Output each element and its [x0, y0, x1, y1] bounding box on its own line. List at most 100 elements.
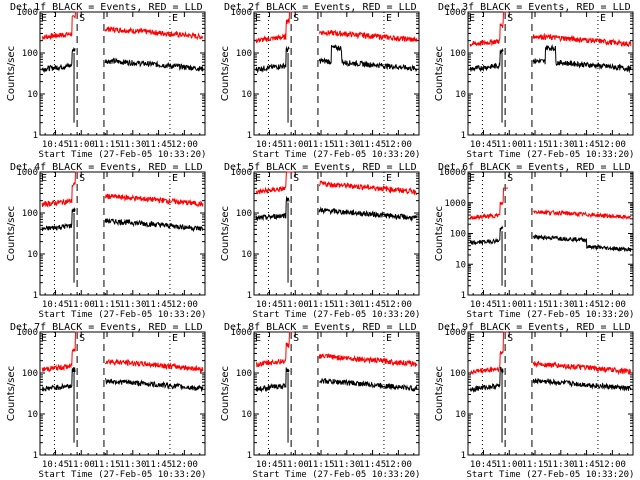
x-tick-label: 10:45 — [470, 140, 497, 150]
lld-series-line — [469, 11, 632, 48]
x-axis-label: Start Time (27-Feb-05 10:33:20) — [467, 150, 635, 160]
x-tick-label: 11:45 — [359, 300, 386, 310]
marker-e-start: E — [469, 333, 475, 344]
y-tick-label: 100 — [22, 49, 38, 59]
y-tick-label: 1000 — [444, 8, 466, 18]
marker-e-end: E — [386, 13, 392, 24]
plot-frame — [39, 331, 206, 456]
lld-series-line — [255, 171, 418, 196]
y-tick-label: 100 — [236, 369, 252, 379]
plot-frame — [467, 331, 634, 456]
panel-title: Det 6f BLACK = Events, RED = LLD — [438, 162, 631, 173]
plot-frame — [253, 11, 420, 136]
marker-e-end: E — [600, 333, 606, 344]
y-tick-label: 1 — [247, 451, 252, 461]
panel-det-4: Det 4f BLACK = Events, RED = LLD 1 10 100 10… — [6, 162, 206, 320]
x-tick-label: 11:00 — [496, 140, 523, 150]
y-tick-label: 100 — [450, 49, 466, 59]
y-tick-label: 10 — [455, 260, 466, 270]
events-series-line — [469, 225, 632, 252]
x-tick-label: 12:00 — [599, 460, 626, 470]
y-tick-label: 1000 — [16, 8, 38, 18]
x-axis-label: Start Time (27-Feb-05 10:33:20) — [39, 470, 207, 480]
panel-det-9: Det 9f BLACK = Events, RED = LLD 1 10 100 10… — [434, 322, 634, 480]
panel-title: Det 5f BLACK = Events, RED = LLD — [224, 162, 417, 173]
y-axis-label: Counts/sec — [220, 206, 231, 261]
x-tick-label: 11:00 — [68, 300, 95, 310]
y-axis-label: Counts/sec — [220, 366, 231, 421]
marker-e-start: E — [41, 333, 47, 344]
x-tick-label: 11:15 — [93, 300, 120, 310]
x-tick-label: 10:45 — [470, 460, 497, 470]
x-tick-label: 11:45 — [573, 300, 600, 310]
marker-e-end: E — [600, 173, 606, 184]
y-tick-label: 1000 — [230, 168, 252, 178]
x-tick-label: 12:00 — [171, 300, 198, 310]
lld-series-line — [41, 11, 204, 41]
x-tick-label: 11:00 — [68, 140, 95, 150]
x-tick-label: 11:00 — [282, 460, 309, 470]
x-tick-label: 11:00 — [282, 140, 309, 150]
plot-frame — [467, 171, 634, 296]
x-axis-label: Start Time (27-Feb-05 10:33:20) — [39, 310, 207, 320]
x-axis-label: Start Time (27-Feb-05 10:33:20) — [39, 150, 207, 160]
y-tick-label: 1 — [247, 131, 252, 141]
y-tick-label: 100 — [450, 230, 466, 240]
x-tick-label: 12:00 — [171, 140, 198, 150]
marker-e-start: E — [469, 13, 475, 24]
y-tick-label: 1 — [247, 291, 252, 301]
marker-s: S — [79, 173, 85, 184]
x-tick-label: 11:15 — [307, 460, 334, 470]
y-tick-label: 100 — [236, 209, 252, 219]
y-tick-label: 1 — [461, 131, 466, 141]
x-tick-label: 12:00 — [599, 140, 626, 150]
events-series-line — [469, 44, 632, 74]
x-axis-label: Start Time (27-Feb-05 10:33:20) — [253, 470, 421, 480]
marker-s: S — [507, 333, 513, 344]
y-tick-label: 1 — [461, 451, 466, 461]
marker-s: S — [79, 13, 85, 24]
x-tick-label: 11:15 — [521, 300, 548, 310]
x-tick-label: 11:45 — [573, 460, 600, 470]
plot-frame — [467, 11, 634, 136]
panel-det-7: Det 7f BLACK = Events, RED = LLD 1 10 100 10… — [6, 322, 206, 480]
lld-series-line — [469, 187, 632, 221]
x-tick-label: 11:45 — [359, 460, 386, 470]
x-tick-label: 11:15 — [307, 140, 334, 150]
y-tick-label: 10 — [455, 90, 466, 100]
x-axis-label: Start Time (27-Feb-05 10:33:20) — [253, 150, 421, 160]
y-axis-label: Counts/sec — [434, 206, 445, 261]
events-series-line — [41, 367, 204, 392]
x-tick-label: 11:15 — [93, 140, 120, 150]
panel-title: Det 4f BLACK = Events, RED = LLD — [10, 162, 203, 173]
marker-e-end: E — [386, 173, 392, 184]
y-tick-label: 1 — [33, 291, 38, 301]
marker-s: S — [293, 333, 299, 344]
y-axis-label: Counts/sec — [6, 366, 17, 421]
x-tick-label: 12:00 — [385, 460, 412, 470]
y-tick-label: 1000 — [230, 8, 252, 18]
marker-e-start: E — [41, 13, 47, 24]
y-tick-label: 100 — [22, 209, 38, 219]
x-tick-label: 11:30 — [119, 300, 146, 310]
y-tick-label: 10 — [241, 90, 252, 100]
x-tick-label: 12:00 — [385, 140, 412, 150]
y-tick-label: 1000 — [230, 328, 252, 338]
x-tick-label: 12:00 — [599, 300, 626, 310]
events-series-line — [255, 44, 418, 74]
y-tick-label: 1000 — [16, 168, 38, 178]
marker-s: S — [79, 333, 85, 344]
marker-e-end: E — [172, 333, 178, 344]
y-tick-label: 10 — [27, 250, 38, 260]
marker-s: S — [507, 13, 513, 24]
events-series-line — [255, 195, 418, 222]
plot-frame — [39, 171, 206, 296]
lld-series-line — [255, 331, 418, 368]
panel-det-1: Det 1f BLACK = Events, RED = LLD 1 10 100 10… — [6, 2, 206, 160]
x-tick-label: 11:15 — [521, 460, 548, 470]
x-tick-label: 11:15 — [93, 460, 120, 470]
x-tick-label: 11:30 — [547, 300, 574, 310]
y-tick-label: 100 — [450, 369, 466, 379]
panel-det-3: Det 3f BLACK = Events, RED = LLD 1 10 100 10… — [434, 2, 634, 160]
